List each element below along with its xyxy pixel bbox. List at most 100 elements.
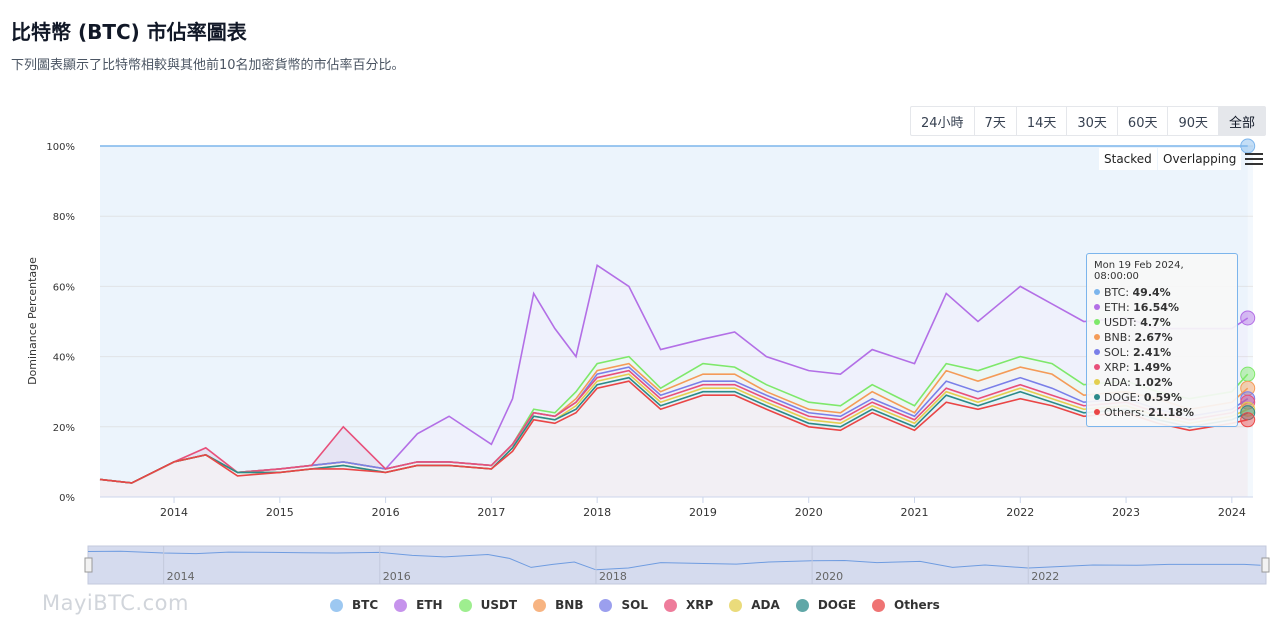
watermark: MayiBTC.com bbox=[42, 591, 189, 615]
range-14d-button[interactable]: 14天 bbox=[1017, 107, 1068, 135]
legend-item-ada[interactable]: ADA bbox=[729, 598, 780, 612]
navigator-series: 2014 2016 2018 2020 2022 bbox=[87, 546, 1261, 584]
axes: 0% 20% 40% 60% 80% 100% 2014 2015 2016 2017 2018 20… bbox=[46, 142, 1253, 519]
legend-item-xrp[interactable]: XRP bbox=[663, 598, 714, 612]
legend-item-btc[interactable]: BTC bbox=[330, 598, 378, 612]
tooltip-dot bbox=[1094, 349, 1100, 355]
navigator-tick-label: 2018 bbox=[599, 570, 627, 583]
range-90d-button[interactable]: 90天 bbox=[1168, 107, 1220, 135]
area-btc bbox=[100, 146, 1248, 483]
legend-dot-icon bbox=[458, 598, 472, 612]
legend-dot-icon bbox=[330, 598, 343, 612]
x-tick-label: 2017 bbox=[477, 506, 505, 519]
tooltip-series-name: ADA bbox=[1104, 376, 1128, 389]
legend-label: Others bbox=[894, 598, 940, 612]
x-tick-label: 2014 bbox=[160, 506, 188, 519]
area-eth bbox=[100, 265, 1248, 483]
area-doge bbox=[100, 377, 1248, 483]
legend-item-doge[interactable]: DOGE bbox=[795, 598, 857, 612]
legend-label: SOL bbox=[621, 598, 648, 612]
tooltip-row-eth: ETH: 16.54% bbox=[1094, 300, 1230, 315]
tooltip-series-name: XRP bbox=[1104, 361, 1126, 374]
marker-usdt[interactable] bbox=[1240, 366, 1256, 382]
range-selector: 24小時 7天 14天 30天 60天 90天 全部 bbox=[910, 106, 1267, 136]
tooltip-dot bbox=[1094, 334, 1100, 340]
legend-label: USDT bbox=[480, 598, 518, 612]
x-tick-label: 2015 bbox=[266, 506, 294, 519]
range-7d-button[interactable]: 7天 bbox=[975, 107, 1017, 135]
tooltip-series-name: BNB bbox=[1104, 331, 1128, 344]
navigator-tick-label: 2016 bbox=[383, 570, 411, 583]
tooltip-series-name: BTC bbox=[1104, 286, 1126, 299]
legend-item-bnb[interactable]: BNB bbox=[533, 598, 583, 612]
tooltip-dot bbox=[1094, 379, 1100, 385]
legend-dot-icon bbox=[599, 598, 613, 612]
series-lines bbox=[99, 138, 1256, 484]
tooltip-series-value: 21.18% bbox=[1148, 406, 1194, 419]
line-others[interactable] bbox=[99, 380, 1248, 484]
marker-ada[interactable] bbox=[1240, 401, 1256, 417]
range-all-button[interactable]: 全部 bbox=[1219, 107, 1266, 135]
hamburger-menu-icon[interactable] bbox=[1245, 150, 1263, 166]
tooltip-series-value: 2.67% bbox=[1134, 331, 1173, 344]
tooltip-row-xrp: XRP: 1.49% bbox=[1094, 360, 1230, 375]
x-tick-label: 2020 bbox=[795, 506, 823, 519]
overlapping-button[interactable]: Overlapping bbox=[1158, 148, 1242, 170]
stacked-button[interactable]: Stacked bbox=[1099, 148, 1157, 170]
legend-item-others[interactable]: Others bbox=[872, 598, 940, 612]
x-tick-label: 2016 bbox=[372, 506, 400, 519]
legend-label: XRP bbox=[685, 598, 714, 612]
tooltip-series-name: SOL bbox=[1104, 346, 1126, 359]
legend-label: ETH bbox=[416, 598, 443, 612]
legend-item-usdt[interactable]: USDT bbox=[458, 598, 518, 612]
range-60d-button[interactable]: 60天 bbox=[1118, 107, 1169, 135]
navigator[interactable]: 2014 2016 2018 2020 2022 bbox=[84, 545, 1270, 585]
range-24h-button[interactable]: 24小時 bbox=[911, 107, 975, 135]
tooltip-row-usdt: USDT: 4.7% bbox=[1094, 315, 1230, 330]
plot-background bbox=[100, 146, 1253, 497]
navigator-right-handle[interactable] bbox=[1261, 557, 1270, 573]
navigator-line bbox=[87, 550, 1261, 571]
x-tick-label: 2024 bbox=[1218, 506, 1246, 519]
tooltip-row-bnb: BNB: 2.67% bbox=[1094, 330, 1230, 345]
legend-label: DOGE bbox=[817, 598, 857, 612]
legend-dot-icon bbox=[533, 598, 547, 612]
tooltip-series-value: 1.02% bbox=[1134, 376, 1173, 389]
tooltip-series-value: 4.7% bbox=[1140, 316, 1171, 329]
y-tick-label: 60% bbox=[53, 282, 75, 293]
line-xrp[interactable] bbox=[99, 369, 1249, 484]
tooltip-row-ada: ADA: 1.02% bbox=[1094, 375, 1230, 390]
tooltip-series-value: 49.4% bbox=[1132, 286, 1171, 299]
dominance-chart: 0%20%40%60%80%100%2014 2015 2016 2017 2018 20… bbox=[26, 138, 1270, 585]
area-usdt bbox=[100, 356, 1248, 483]
x-tick-label: 2018 bbox=[583, 506, 611, 519]
tooltip-row-doge: DOGE: 0.59% bbox=[1094, 390, 1230, 405]
tooltip-series-value: 0.59% bbox=[1143, 391, 1182, 404]
legend-label: BNB bbox=[555, 598, 584, 612]
tooltip-dot bbox=[1094, 409, 1100, 415]
legend-label: BTC bbox=[352, 598, 379, 612]
legend-item-eth[interactable]: ETH bbox=[394, 598, 443, 612]
y-tick-label: 0% bbox=[59, 493, 75, 504]
navigator-left-handle[interactable] bbox=[84, 557, 93, 573]
range-30d-button[interactable]: 30天 bbox=[1067, 107, 1118, 135]
x-tick-label: 2022 bbox=[1006, 506, 1034, 519]
area-bnb bbox=[100, 363, 1248, 483]
legend-label: ADA bbox=[751, 598, 780, 612]
marker-eth[interactable] bbox=[1240, 310, 1256, 326]
page-title: 比特幣 (BTC) 市佔率圖表 bbox=[11, 20, 247, 44]
tooltip-dot bbox=[1094, 304, 1100, 310]
legend-dot-icon bbox=[795, 598, 809, 612]
navigator-tick-label: 2014 bbox=[167, 570, 195, 583]
legend-item-sol[interactable]: SOL bbox=[599, 598, 648, 612]
series-areas bbox=[100, 146, 1248, 497]
page-subtitle: 下列圖表顯示了比特幣相較與其他前10名加密貨幣的市佔率百分比。 bbox=[11, 58, 405, 73]
tooltip-series-value: 16.54% bbox=[1133, 301, 1179, 314]
tooltip-series-name: USDT bbox=[1104, 316, 1134, 329]
x-tick-label: 2019 bbox=[689, 506, 717, 519]
area-others bbox=[100, 381, 1248, 497]
tooltip-row-btc: BTC: 49.4% bbox=[1094, 285, 1230, 300]
tooltip-series-value: 1.49% bbox=[1133, 361, 1172, 374]
tooltip-dot bbox=[1094, 394, 1100, 400]
marker-others[interactable] bbox=[1240, 412, 1256, 428]
